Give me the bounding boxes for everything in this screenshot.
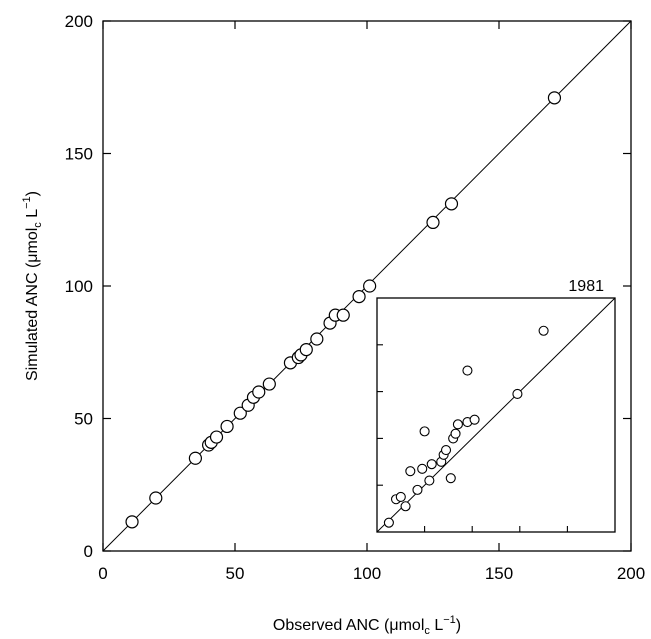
data-point	[547, 91, 562, 105]
data-point	[262, 377, 276, 391]
inset-data-point	[400, 501, 411, 512]
x-axis-title: Observed ANC (μmolc L−1)	[273, 614, 461, 637]
x-tick-label: 0	[98, 564, 107, 583]
data-point	[444, 197, 459, 211]
inset-title: 1981	[568, 278, 604, 295]
data-point	[363, 279, 377, 293]
inset-data-point	[405, 466, 416, 477]
x-tick-label: 100	[353, 564, 381, 583]
y-tick-label: 0	[84, 542, 93, 561]
data-point	[352, 290, 366, 304]
x-tick-label: 200	[617, 564, 645, 583]
y-tick-label: 50	[74, 410, 93, 429]
data-point	[220, 419, 234, 434]
inset-data-point	[412, 484, 423, 495]
inset-data-point	[452, 419, 463, 430]
main-data-points	[125, 91, 562, 529]
data-point	[125, 515, 139, 529]
inset-data-point	[426, 459, 437, 470]
inset-data-points	[383, 325, 549, 528]
y-tick-label: 200	[65, 12, 93, 31]
inset-data-point	[424, 475, 435, 486]
data-point	[299, 343, 313, 357]
x-tick-label: 150	[485, 564, 513, 583]
data-point	[252, 385, 266, 399]
inset-data-point	[538, 325, 549, 336]
data-point	[188, 451, 202, 465]
data-point	[233, 406, 247, 420]
inset-axis-ticks	[377, 344, 568, 532]
inset-data-point	[512, 388, 523, 399]
inset-data-point	[450, 428, 461, 439]
main-axis-ticks: 0 50 100 150 200 0 50 100 150 200	[65, 12, 646, 583]
x-tick-label: 50	[226, 564, 245, 583]
inset-data-point	[419, 426, 430, 437]
inset-data-point	[383, 517, 394, 528]
inset-data-point	[462, 365, 473, 376]
data-point	[336, 308, 350, 322]
data-point	[426, 215, 440, 229]
inset-data-point	[445, 473, 456, 484]
y-tick-label: 100	[65, 277, 93, 296]
inset-data-point	[395, 491, 406, 502]
data-point	[149, 491, 163, 505]
data-point	[209, 430, 224, 444]
inset-data-point	[469, 414, 480, 425]
inset-data-point	[417, 463, 428, 474]
inset-plot-frame	[376, 297, 616, 533]
y-tick-label: 150	[65, 145, 93, 164]
inset-data-point	[440, 445, 452, 456]
y-axis-title: Simulated ANC (μmolc L−1)	[21, 191, 44, 381]
data-point	[310, 332, 324, 346]
